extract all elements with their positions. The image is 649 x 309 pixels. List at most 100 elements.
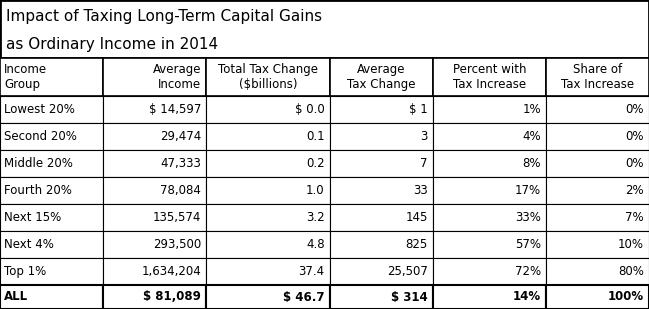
Bar xyxy=(0,285,103,309)
Bar xyxy=(0,150,103,177)
Text: 825: 825 xyxy=(406,238,428,251)
Text: as Ordinary Income in 2014: as Ordinary Income in 2014 xyxy=(6,36,218,52)
Bar xyxy=(0,204,103,231)
Text: Top 1%: Top 1% xyxy=(4,265,46,278)
Text: Average
Income: Average Income xyxy=(153,63,201,91)
Text: 78,084: 78,084 xyxy=(160,184,201,197)
Bar xyxy=(103,177,206,204)
Text: ALL: ALL xyxy=(4,290,28,303)
Text: 1%: 1% xyxy=(522,103,541,116)
Text: Next 4%: Next 4% xyxy=(4,238,54,251)
Bar xyxy=(103,150,206,177)
Bar xyxy=(206,58,330,96)
Text: 4.8: 4.8 xyxy=(306,238,324,251)
Text: $ 1: $ 1 xyxy=(409,103,428,116)
Text: 33%: 33% xyxy=(515,211,541,224)
Bar xyxy=(206,258,330,285)
Bar xyxy=(0,258,103,285)
Bar xyxy=(546,204,649,231)
Bar xyxy=(330,285,433,309)
Bar xyxy=(433,150,546,177)
Text: $ 314: $ 314 xyxy=(391,290,428,303)
Bar xyxy=(103,58,206,96)
Text: Income
Group: Income Group xyxy=(4,63,47,91)
Bar xyxy=(206,96,330,123)
Text: Lowest 20%: Lowest 20% xyxy=(4,103,75,116)
Bar xyxy=(330,258,433,285)
Bar xyxy=(206,204,330,231)
Text: Impact of Taxing Long-Term Capital Gains: Impact of Taxing Long-Term Capital Gains xyxy=(6,9,322,24)
Bar xyxy=(330,231,433,258)
Bar xyxy=(433,285,546,309)
Text: 7%: 7% xyxy=(626,211,644,224)
Bar xyxy=(330,204,433,231)
Text: Fourth 20%: Fourth 20% xyxy=(4,184,72,197)
Text: 135,574: 135,574 xyxy=(153,211,201,224)
Bar xyxy=(433,123,546,150)
Bar xyxy=(206,285,330,309)
Text: Next 15%: Next 15% xyxy=(4,211,61,224)
Bar xyxy=(103,204,206,231)
Text: 293,500: 293,500 xyxy=(153,238,201,251)
Bar xyxy=(0,177,103,204)
Text: 10%: 10% xyxy=(618,238,644,251)
Text: Total Tax Change
($billions): Total Tax Change ($billions) xyxy=(218,63,318,91)
Text: 37.4: 37.4 xyxy=(299,265,324,278)
Bar xyxy=(433,258,546,285)
Text: $ 46.7: $ 46.7 xyxy=(283,290,324,303)
Bar xyxy=(330,58,433,96)
Bar xyxy=(206,177,330,204)
Bar xyxy=(103,285,206,309)
Text: 0%: 0% xyxy=(626,103,644,116)
Text: 72%: 72% xyxy=(515,265,541,278)
Text: 14%: 14% xyxy=(513,290,541,303)
Text: 1,634,204: 1,634,204 xyxy=(141,265,201,278)
Bar xyxy=(330,177,433,204)
Bar xyxy=(206,150,330,177)
Text: 80%: 80% xyxy=(618,265,644,278)
Text: Share of
Tax Increase: Share of Tax Increase xyxy=(561,63,634,91)
Text: 0%: 0% xyxy=(626,157,644,170)
Text: 29,474: 29,474 xyxy=(160,130,201,143)
Bar xyxy=(546,258,649,285)
Bar xyxy=(433,177,546,204)
Text: 8%: 8% xyxy=(522,157,541,170)
Text: Second 20%: Second 20% xyxy=(4,130,77,143)
Text: 1.0: 1.0 xyxy=(306,184,324,197)
Text: 4%: 4% xyxy=(522,130,541,143)
Bar xyxy=(546,58,649,96)
Bar xyxy=(330,150,433,177)
Bar xyxy=(206,123,330,150)
Bar xyxy=(546,150,649,177)
Bar xyxy=(546,96,649,123)
Bar xyxy=(546,123,649,150)
Text: 0.2: 0.2 xyxy=(306,157,324,170)
Text: 3: 3 xyxy=(421,130,428,143)
Text: 0.1: 0.1 xyxy=(306,130,324,143)
Text: $ 81,089: $ 81,089 xyxy=(143,290,201,303)
Bar xyxy=(0,231,103,258)
Bar xyxy=(103,96,206,123)
Text: 7: 7 xyxy=(420,157,428,170)
Bar xyxy=(546,231,649,258)
Bar xyxy=(103,123,206,150)
Bar xyxy=(433,204,546,231)
Bar xyxy=(433,231,546,258)
Bar xyxy=(0,0,649,58)
Text: 0%: 0% xyxy=(626,130,644,143)
Text: 145: 145 xyxy=(405,211,428,224)
Text: $ 0.0: $ 0.0 xyxy=(295,103,324,116)
Bar xyxy=(330,96,433,123)
Bar xyxy=(546,285,649,309)
Bar xyxy=(0,123,103,150)
Text: 57%: 57% xyxy=(515,238,541,251)
Bar xyxy=(0,96,103,123)
Text: Middle 20%: Middle 20% xyxy=(4,157,73,170)
Text: $ 14,597: $ 14,597 xyxy=(149,103,201,116)
Text: 25,507: 25,507 xyxy=(387,265,428,278)
Bar xyxy=(433,96,546,123)
Bar xyxy=(546,177,649,204)
Bar xyxy=(0,58,103,96)
Text: 47,333: 47,333 xyxy=(160,157,201,170)
Text: 3.2: 3.2 xyxy=(306,211,324,224)
